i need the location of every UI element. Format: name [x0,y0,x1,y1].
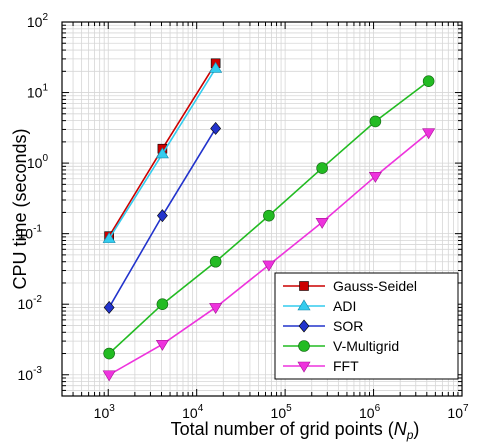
data-point-v-multigrid [263,209,275,222]
x-tick-label-exp: 6 [375,403,381,414]
y-tick-label-exp: 2 [42,12,48,23]
legend: Gauss-Seidel ADI SOR V-Multigrid FFT [274,272,459,380]
data-point-fft [102,370,116,382]
x-tick-label: 107 [447,403,469,421]
y-tick-label-base: 10 [18,296,34,312]
x-tick-label-base: 10 [94,405,110,421]
y-tick-label-exp: -1 [33,224,42,235]
data-point-adi [155,147,169,159]
data-point-sor [103,300,115,314]
y-tick-label-base: 10 [27,155,43,171]
x-tick-label: 103 [94,403,116,421]
x-tick-label-exp: 4 [198,403,204,414]
legend-label-sor: SOR [333,318,363,334]
x-axis-title: Total number of grid points (Np) [171,419,420,442]
y-tick-label-base: 10 [18,367,34,383]
legend-marker-gauss-seidel [299,281,309,291]
series-sor [103,121,222,314]
x-tick-label-base: 10 [447,405,463,421]
series-v-multigrid [103,75,435,360]
data-point-sor [157,209,168,223]
data-point-v-multigrid [316,162,328,174]
y-tick-label-exp: 1 [42,83,48,94]
x-tick-label-base: 10 [359,405,375,421]
data-point-fft [209,303,223,315]
y-tick-label: 10-3 [18,365,43,383]
x-tick-label: 106 [359,403,381,421]
y-tick-label: 102 [27,12,49,30]
x-axis-title-prefix: Total number of grid points ( [171,419,394,439]
y-tick-label-exp: -2 [33,294,42,305]
data-point-sor [210,121,222,135]
y-tick-label: 101 [27,83,49,101]
data-point-adi [209,61,223,73]
legend-label-v-multigrid: V-Multigrid [333,338,399,354]
y-tick-label: 100 [27,153,49,171]
legend-marker-adi [297,299,311,311]
data-point-v-multigrid [156,298,169,311]
series-fft [102,128,436,382]
x-axis-title-suffix: ) [413,419,419,439]
y-tick-label: 10-1 [18,224,43,242]
data-point-fft [422,128,436,140]
y-tick-label-exp: 0 [42,153,48,164]
y-axis-title: CPU time (seconds) [10,128,30,289]
x-tick-label-exp: 5 [286,403,292,414]
x-tick-label: 105 [271,403,293,421]
x-tick-label-exp: 7 [463,403,469,414]
x-axis-title-var: N [394,419,408,439]
legend-label-fft: FFT [333,358,359,374]
x-tick-label-exp: 3 [109,403,115,414]
legend-marker-v-multigrid [298,340,310,352]
x-tick-label-base: 10 [271,405,287,421]
plot-frame [61,21,463,397]
series-adi [102,61,223,243]
y-tick-label-exp: -3 [33,365,42,376]
data-point-v-multigrid [209,255,222,268]
x-tick-label: 104 [182,403,204,421]
legend-label-adi: ADI [333,298,356,314]
series-group [102,58,436,382]
data-point-v-multigrid [103,347,115,360]
data-point-fft [155,340,169,351]
y-tick-label-base: 10 [27,14,43,30]
y-tick-label: 10-2 [18,294,43,312]
data-point-adi [102,232,116,243]
data-point-v-multigrid [422,75,435,87]
legend-marker-fft [297,361,311,373]
data-point-fft [262,260,276,272]
data-point-fft [368,172,382,183]
data-point-v-multigrid [369,115,382,128]
x-tick-label-base: 10 [182,405,198,421]
legend-marker-sor [298,319,310,333]
data-point-fft [315,217,329,229]
y-tick-label-base: 10 [18,226,34,242]
x-axis-title-sub: p [406,428,414,442]
legend-label-gauss-seidel: Gauss-Seidel [333,278,417,294]
y-tick-label-base: 10 [27,85,43,101]
